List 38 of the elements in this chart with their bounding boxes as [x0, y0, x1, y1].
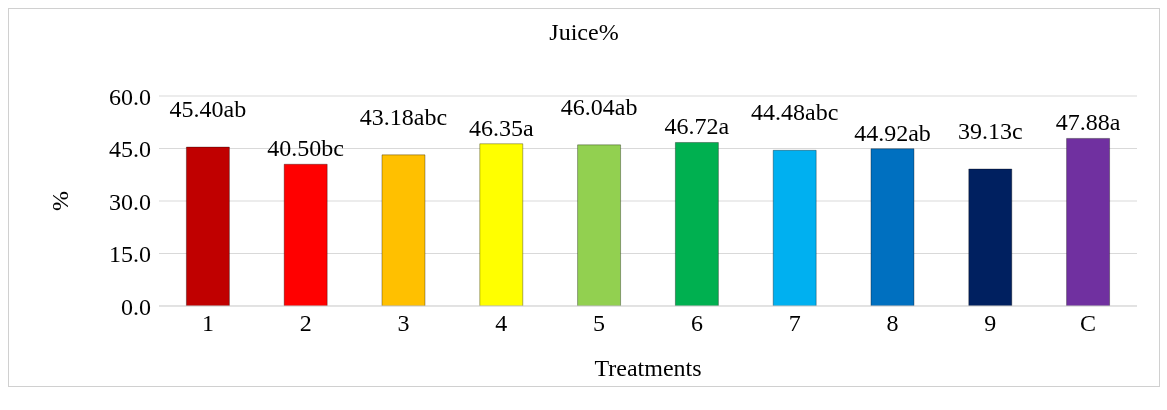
data-label: 47.88a [1055, 109, 1121, 136]
x-tick-label: C [1080, 310, 1097, 337]
data-label: 46.35a [468, 114, 534, 141]
bar [283, 163, 328, 306]
bar [185, 146, 230, 306]
x-tick-label: 6 [690, 310, 703, 337]
x-tick-label: 2 [299, 310, 312, 337]
x-tick-label: 9 [984, 310, 997, 337]
y-tick-label: 15.0 [109, 241, 151, 268]
y-tick-label: 45.0 [109, 136, 151, 163]
bar [870, 148, 915, 306]
data-label: 44.48abc [751, 99, 839, 126]
y-tick-label: 60.0 [109, 83, 151, 110]
bar [577, 144, 622, 306]
bar [381, 154, 426, 306]
data-label: 39.13c [957, 118, 1023, 145]
y-tick-label: 0.0 [121, 293, 151, 320]
x-tick-label: 4 [495, 310, 508, 337]
x-axis-title: Treatments [594, 355, 702, 381]
data-label: 43.18abc [359, 103, 448, 130]
bar [479, 143, 524, 306]
x-tick-label: 5 [593, 310, 606, 337]
bar [674, 141, 719, 306]
data-label: 46.04ab [560, 93, 638, 120]
y-axis-title: % [46, 191, 73, 211]
data-label: 44.92ab [854, 119, 931, 146]
chart-title: Juice% [548, 18, 620, 46]
data-label: 45.40ab [169, 96, 247, 123]
data-label: 46.72a [664, 113, 730, 140]
x-tick-label: 7 [788, 310, 801, 337]
bar [968, 168, 1013, 306]
bar [1066, 137, 1111, 306]
x-tick-label: 1 [201, 310, 214, 337]
bar [772, 149, 817, 306]
data-label: 40.50bc [267, 135, 345, 162]
x-tick-label: 8 [886, 310, 899, 337]
y-tick-label: 30.0 [109, 188, 151, 215]
x-tick-label: 3 [397, 310, 410, 337]
